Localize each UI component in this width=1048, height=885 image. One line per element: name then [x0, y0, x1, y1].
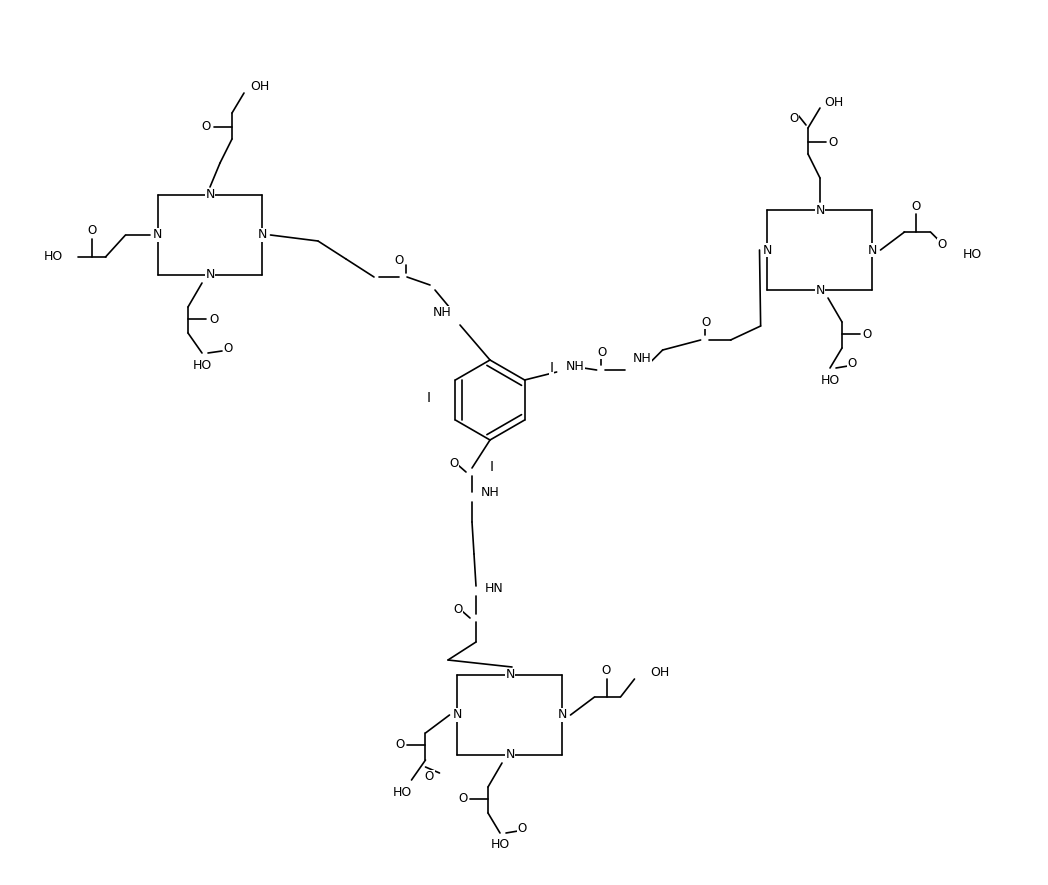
Text: N: N — [205, 189, 215, 202]
Text: NH: NH — [565, 359, 584, 373]
Text: O: O — [210, 312, 219, 326]
Text: N: N — [558, 709, 567, 721]
Text: O: O — [454, 603, 462, 615]
Text: I: I — [490, 460, 494, 474]
Text: OH: OH — [825, 96, 844, 109]
Text: O: O — [394, 255, 403, 267]
Text: I: I — [549, 361, 553, 375]
Text: OH: OH — [250, 81, 269, 94]
Text: O: O — [912, 199, 921, 212]
Text: N: N — [205, 268, 215, 281]
Text: O: O — [223, 342, 233, 355]
Text: O: O — [396, 738, 406, 751]
Text: O: O — [848, 357, 856, 370]
Text: OH: OH — [651, 666, 670, 680]
Text: I: I — [427, 391, 431, 405]
Text: O: O — [863, 327, 872, 341]
Text: N: N — [258, 228, 267, 242]
Text: O: O — [938, 238, 947, 251]
Text: NH: NH — [481, 486, 500, 498]
Text: HN: HN — [484, 581, 503, 595]
Text: HO: HO — [43, 250, 63, 264]
Text: O: O — [424, 771, 434, 783]
Text: N: N — [453, 709, 462, 721]
Text: N: N — [505, 749, 515, 761]
Text: HO: HO — [193, 358, 212, 372]
Text: O: O — [828, 135, 837, 149]
Text: O: O — [450, 457, 459, 470]
Text: O: O — [458, 792, 467, 805]
Text: N: N — [763, 243, 772, 257]
Text: O: O — [201, 120, 211, 134]
Text: N: N — [153, 228, 162, 242]
Text: HO: HO — [490, 838, 509, 851]
Text: N: N — [815, 283, 825, 296]
Text: O: O — [518, 821, 527, 835]
Text: NH: NH — [632, 351, 651, 365]
Text: HO: HO — [821, 373, 839, 387]
Text: O: O — [602, 665, 611, 678]
Text: HO: HO — [962, 248, 982, 260]
Text: N: N — [815, 204, 825, 217]
Text: NH: NH — [433, 306, 452, 319]
Text: O: O — [87, 225, 96, 237]
Text: O: O — [701, 315, 711, 328]
Text: O: O — [597, 345, 606, 358]
Text: N: N — [868, 243, 877, 257]
Text: N: N — [505, 668, 515, 681]
Text: HO: HO — [393, 786, 412, 798]
Text: O: O — [789, 112, 799, 125]
